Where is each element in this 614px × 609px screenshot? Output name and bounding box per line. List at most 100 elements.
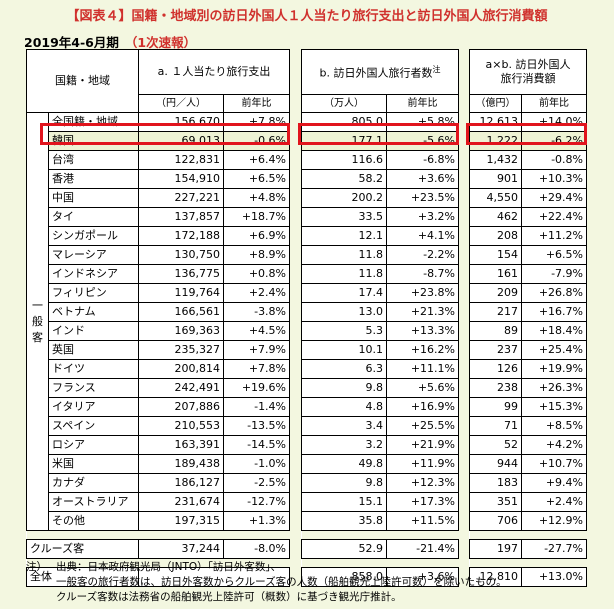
spend-per-person: 189,438 xyxy=(138,454,224,474)
visitor-yoy: +21.9% xyxy=(385,435,460,455)
spend-yoy: +6.4% xyxy=(222,150,291,170)
country-name: シンガポール xyxy=(48,226,139,246)
country-name: 中国 xyxy=(48,188,139,208)
table-row: 中国 227,221 +4.8% xyxy=(27,188,291,208)
country-name: オーストラリア xyxy=(48,492,139,512)
country-name: 台湾 xyxy=(48,150,139,170)
note-line: 一般客の旅行者数は、訪日外客数からクルーズ客の人数（船舶観光上陸許可数）を除いた… xyxy=(56,576,507,588)
table-row: 1,222 -6.2% xyxy=(469,131,587,151)
visitor-count: 33.5 xyxy=(301,207,387,227)
spacer-row xyxy=(26,530,290,540)
unit-a: （円／人） xyxy=(138,94,224,113)
consumption-yoy: +14.0% xyxy=(521,112,587,132)
table-row: 一般客全国籍・地域 156,670 +7.8% xyxy=(26,112,291,531)
country-name: スペイン xyxy=(48,416,139,436)
table-row: ベトナム 166,561 -3.8% xyxy=(27,302,291,322)
country-name: その他 xyxy=(48,511,139,531)
note-line: 出典：日本政府観光局（JNTO）「訪日外客数」、 xyxy=(56,561,282,573)
visitor-count: 4.8 xyxy=(301,397,387,417)
spacer-row xyxy=(469,530,587,540)
table-row: 韓国 69,013 -0.6% xyxy=(27,131,291,151)
visitor-count: 12.1 xyxy=(301,226,387,246)
spend-per-person: 130,750 xyxy=(138,245,224,265)
table-row: 208 +11.2% xyxy=(469,226,587,246)
table-row: 全体 xyxy=(26,567,291,587)
visitor-count: 805.0 xyxy=(301,112,387,132)
spend-per-person: 242,491 xyxy=(138,378,224,398)
cruise-consumption-yoy: -27.7% xyxy=(521,539,587,559)
country-name: カナダ xyxy=(48,473,139,493)
table-row: 99 +15.3% xyxy=(469,397,587,417)
cruise-label: クルーズ客 xyxy=(26,539,139,559)
table-row: 13.0 +21.3% xyxy=(301,302,460,322)
notes-label: 注） xyxy=(26,561,47,573)
table-row: 154 +6.5% xyxy=(469,245,587,265)
table-row: 217 +16.7% xyxy=(469,302,587,322)
consumption-yoy: +26.8% xyxy=(521,283,587,303)
visitor-count: 9.8 xyxy=(301,473,387,493)
spend-yoy: +18.7% xyxy=(222,207,291,227)
consumption-yoy: +8.5% xyxy=(521,416,587,436)
country-name: 全国籍・地域 xyxy=(48,112,139,132)
table-row: 4,550 +29.4% xyxy=(469,188,587,208)
visitor-yoy: -8.7% xyxy=(385,264,460,284)
table-row: （円／人） 前年比 xyxy=(27,94,291,113)
cruise-spend: 37,244 xyxy=(138,539,224,559)
table-row: 52 +4.2% xyxy=(469,435,587,455)
spend-yoy: -3.8% xyxy=(222,302,291,322)
spend-per-person: 235,327 xyxy=(138,340,224,360)
header-b-note: 注 xyxy=(432,65,441,75)
yoy-header: 前年比 xyxy=(521,94,587,113)
visitor-yoy: +16.9% xyxy=(385,397,460,417)
consumption-value: 1,432 xyxy=(469,150,522,170)
country-name: フィリピン xyxy=(48,283,139,303)
consumption-value: 126 xyxy=(469,359,522,379)
spend-per-person: 200,814 xyxy=(138,359,224,379)
cruise-visitors-yoy: -21.4% xyxy=(385,539,460,559)
consumption-yoy: +25.4% xyxy=(521,340,587,360)
visitor-count: 3.2 xyxy=(301,435,387,455)
consumption-yoy: +29.4% xyxy=(521,188,587,208)
spend-per-person: 172,188 xyxy=(138,226,224,246)
consumption-yoy: +6.5% xyxy=(521,245,587,265)
spend-per-person: 154,910 xyxy=(138,169,224,189)
unit-b: （万人） xyxy=(301,94,387,113)
country-name: 英国 xyxy=(48,340,139,360)
consumption-yoy: +10.3% xyxy=(521,169,587,189)
spacer xyxy=(301,530,459,540)
table-row: 944 +10.7% xyxy=(469,454,587,474)
spend-yoy: +4.8% xyxy=(222,188,291,208)
table-row: 58.2 +3.6% xyxy=(301,169,460,189)
spend-per-person: 137,857 xyxy=(138,207,224,227)
country-name: 香港 xyxy=(48,169,139,189)
country-name: フランス xyxy=(48,378,139,398)
table-row: 52.9 -21.4% xyxy=(301,539,460,559)
consumption-yoy: +22.4% xyxy=(521,207,587,227)
visitor-yoy: +23.8% xyxy=(385,283,460,303)
visitor-count: 10.1 xyxy=(301,340,387,360)
consumption-value: 12,613 xyxy=(469,112,522,132)
consumption-yoy: +4.2% xyxy=(521,435,587,455)
visitor-yoy: +17.3% xyxy=(385,492,460,512)
table-row: 805.0 +5.8% xyxy=(301,112,460,132)
consumption-yoy: -7.9% xyxy=(521,264,587,284)
consumption-value: 217 xyxy=(469,302,522,322)
note-line: クルーズ客数は法務省の船舶観光上陸許可（概数）に基づき観光庁推計。 xyxy=(56,591,402,603)
spend-per-person: 166,561 xyxy=(138,302,224,322)
table-row: a×b. 訪日外国人 旅行消費額 xyxy=(469,49,587,95)
consumption-value: 4,550 xyxy=(469,188,522,208)
header-c: a×b. 訪日外国人 旅行消費額 xyxy=(469,49,587,95)
spend-per-person: 163,391 xyxy=(138,435,224,455)
spend-per-person: 207,886 xyxy=(138,397,224,417)
consumption-yoy: -0.8% xyxy=(521,150,587,170)
visitor-yoy: +11.5% xyxy=(385,511,460,531)
visitor-yoy: +23.5% xyxy=(385,188,460,208)
consumption-value: 99 xyxy=(469,397,522,417)
cruise-consumption: 197 xyxy=(469,539,522,559)
table-row: 12,613 +14.0% xyxy=(469,112,587,132)
consumption-yoy: +15.3% xyxy=(521,397,587,417)
visitor-count: 177.1 xyxy=(301,131,387,151)
table-row: （億円） 前年比 xyxy=(469,94,587,113)
spend-yoy: +6.5% xyxy=(222,169,291,189)
category-general: 一般客 xyxy=(26,112,49,531)
